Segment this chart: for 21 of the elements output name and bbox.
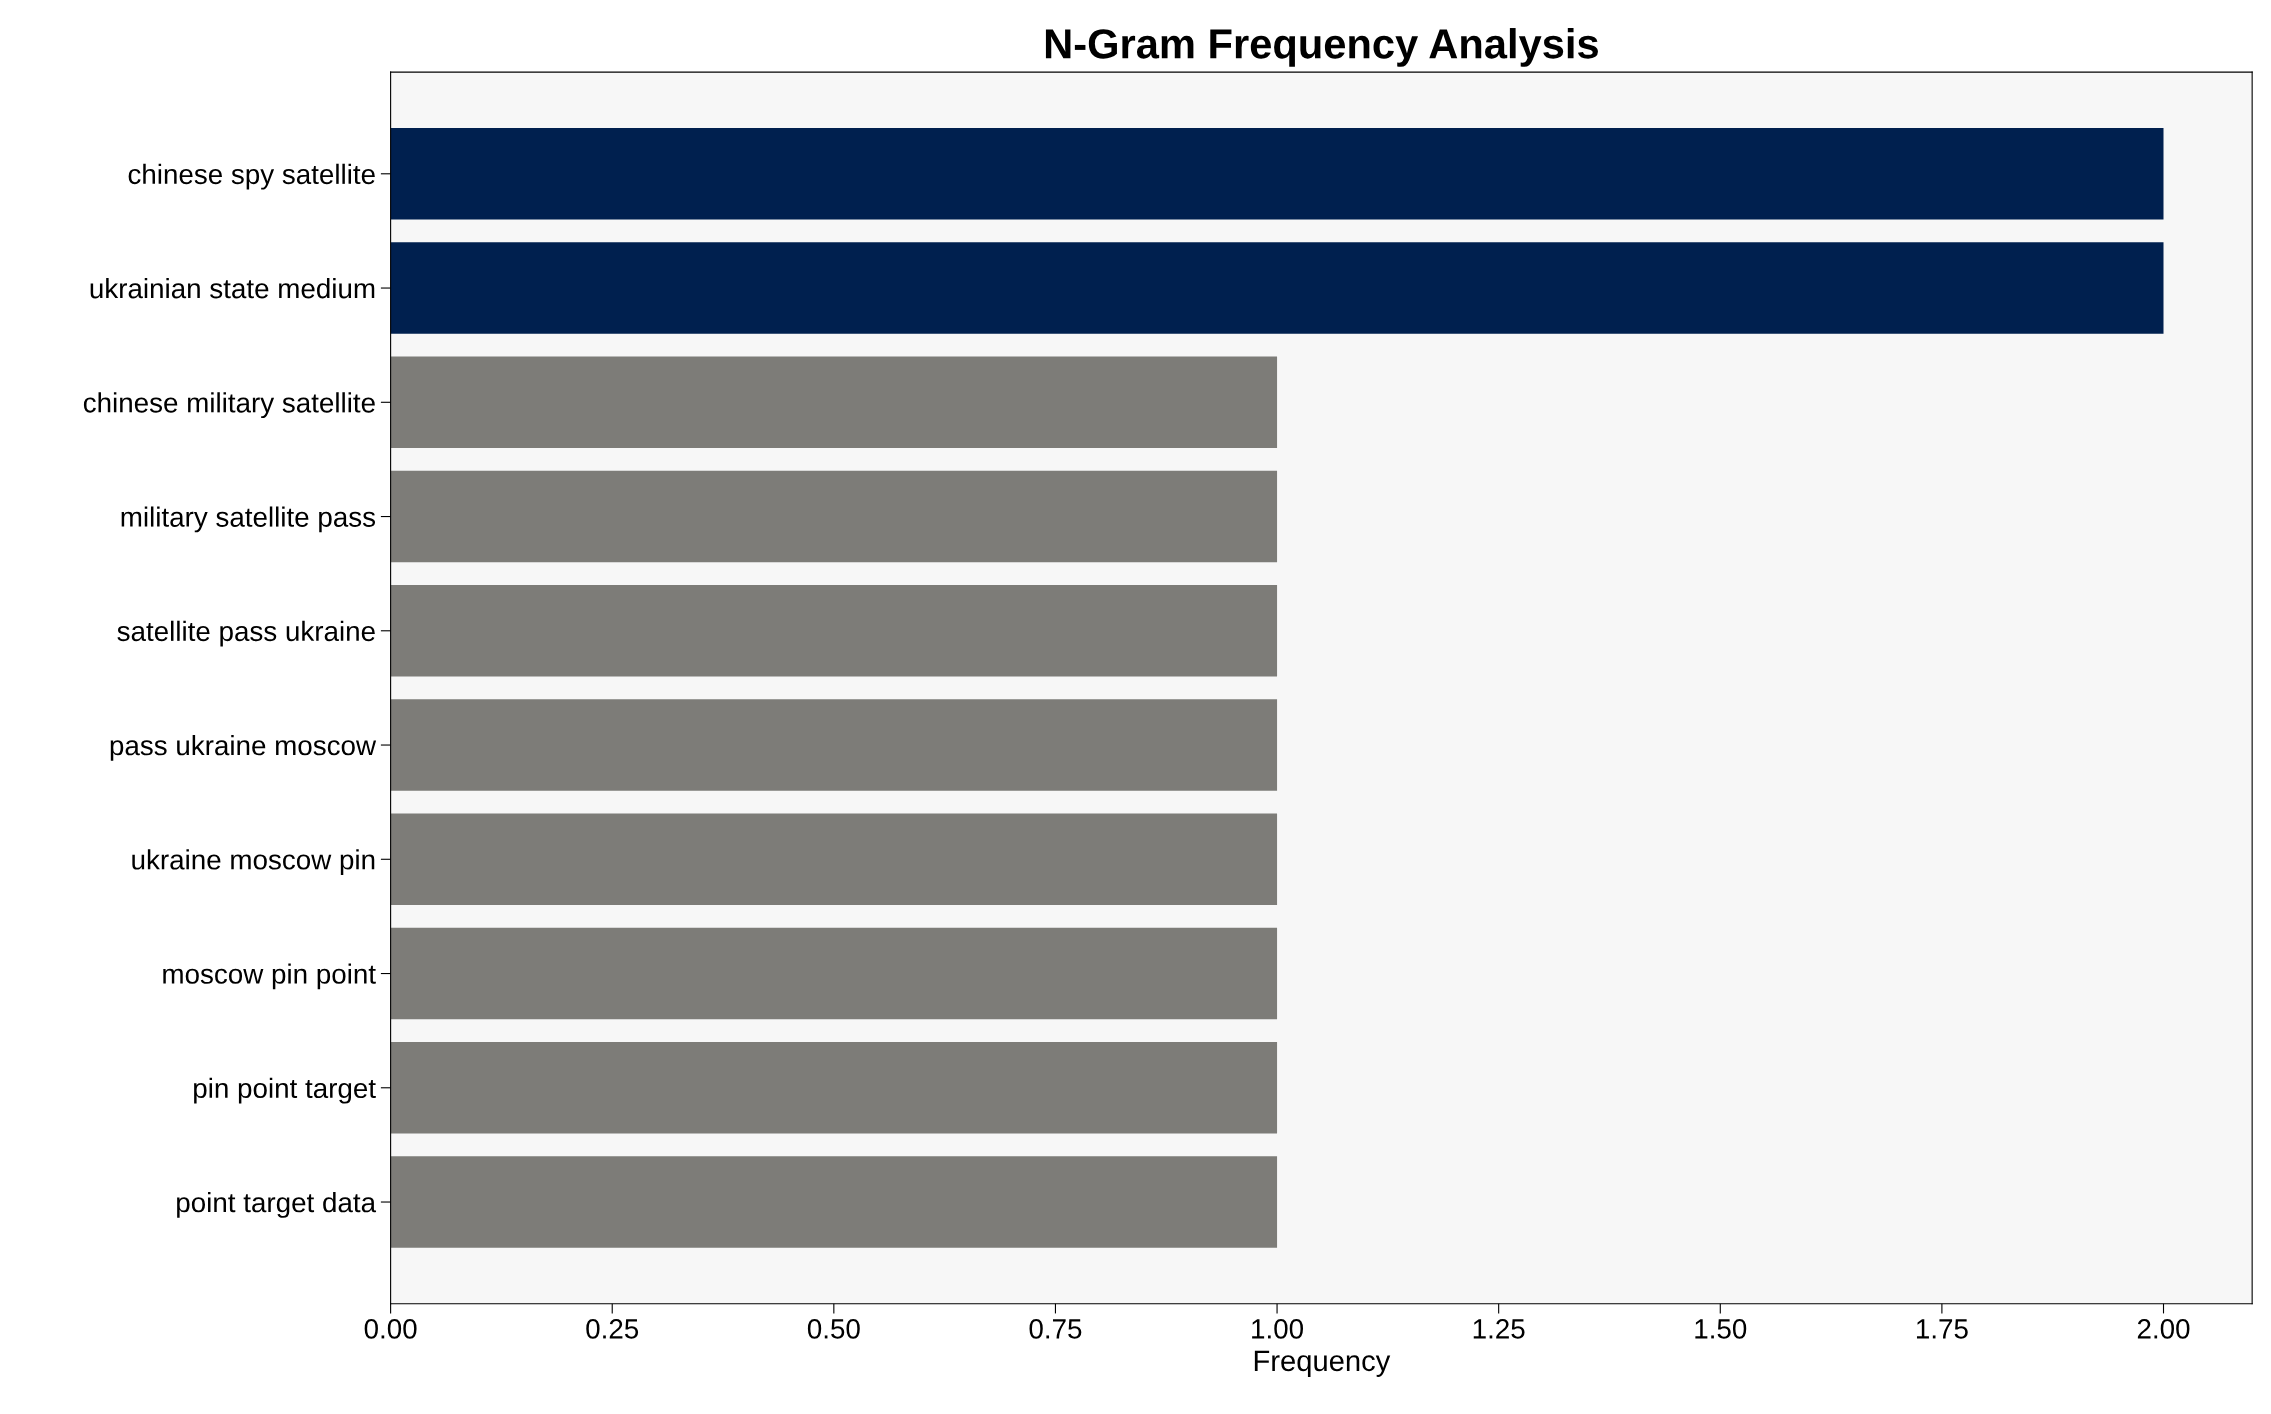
x-tick-label: 0.75 bbox=[1029, 1319, 1082, 1339]
x-tick-label: 2.00 bbox=[2137, 1319, 2190, 1339]
y-tick-label: ukraine moscow pin bbox=[132, 849, 375, 876]
y-tick-label: satellite pass ukraine bbox=[117, 620, 375, 647]
y-tick-label: chinese military satellite bbox=[83, 392, 375, 419]
y-tick-label: pin point target bbox=[194, 1077, 376, 1104]
y-tick-label: point target data bbox=[177, 1191, 377, 1218]
x-tick-label: 1.25 bbox=[1473, 1319, 1525, 1339]
x-tick-label: 1.75 bbox=[1916, 1319, 1968, 1339]
x-tick-label: 0.25 bbox=[586, 1319, 639, 1339]
x-tick-label: 1.00 bbox=[1252, 1319, 1304, 1339]
y-tick-label: chinese spy satellite bbox=[128, 163, 375, 190]
x-tick-label: 1.50 bbox=[1695, 1319, 1747, 1339]
y-tick-label: military satellite pass bbox=[121, 506, 376, 533]
x-tick-label: 0.00 bbox=[364, 1319, 417, 1339]
y-tick-label: ukrainian state medium bbox=[90, 277, 375, 299]
y-tick-label: pass ukraine moscow bbox=[110, 734, 377, 761]
y-tick-label: moscow pin point bbox=[163, 963, 376, 990]
x-tick-label: 0.50 bbox=[807, 1319, 860, 1339]
x-axis-title: Frequency bbox=[1254, 1350, 1391, 1377]
chart-title: N-Gram Frequency Analysis bbox=[1045, 28, 1598, 67]
